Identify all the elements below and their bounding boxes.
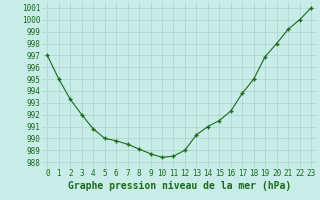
X-axis label: Graphe pression niveau de la mer (hPa): Graphe pression niveau de la mer (hPa) (68, 181, 291, 191)
